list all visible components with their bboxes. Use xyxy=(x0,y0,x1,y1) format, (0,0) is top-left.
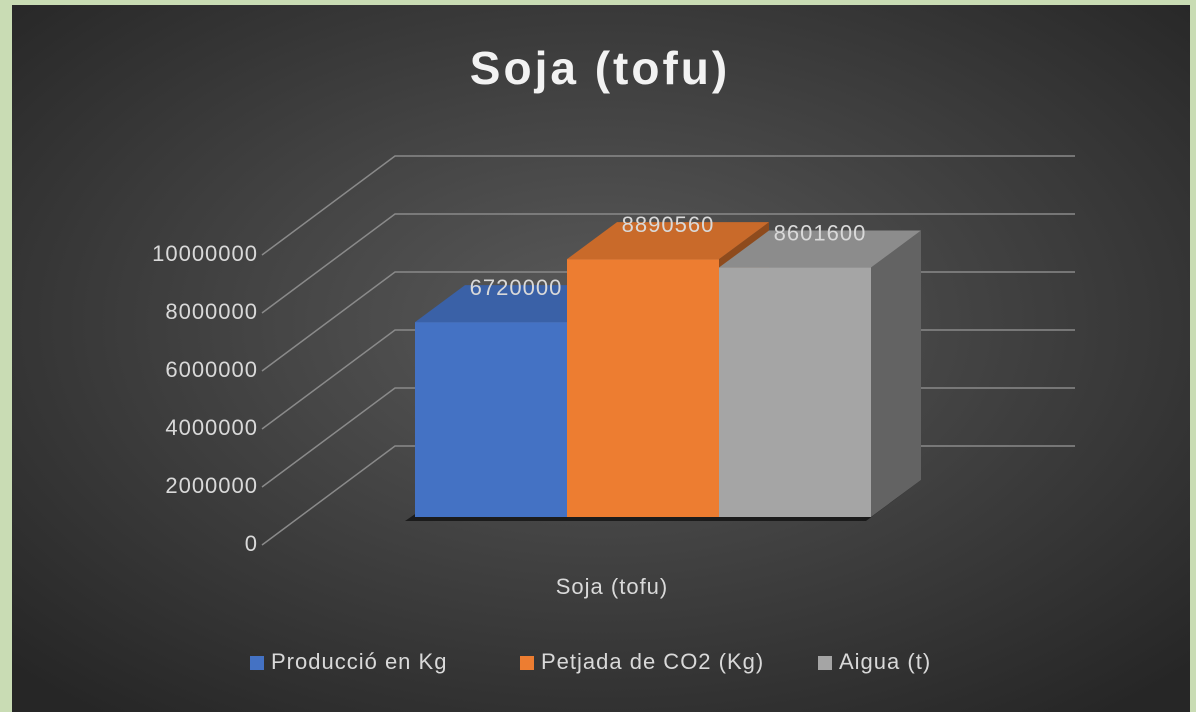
y-tick-label: 2000000 xyxy=(165,473,258,498)
bar xyxy=(567,259,719,517)
data-label: 8890560 xyxy=(622,212,715,237)
bar-top xyxy=(567,222,769,260)
x-tick-label: Soja (tofu) xyxy=(556,574,669,599)
bar xyxy=(719,267,871,517)
y-tick-label: 0 xyxy=(245,531,258,556)
y-tick-label: 8000000 xyxy=(165,299,258,324)
chart-title: Soja (tofu) xyxy=(470,42,730,94)
y-tick-label: 10000000 xyxy=(152,241,258,266)
legend-swatch xyxy=(520,656,534,670)
bar xyxy=(415,322,567,517)
y-tick-label: 6000000 xyxy=(165,357,258,382)
grid-line xyxy=(261,155,1075,256)
y-tick-label: 4000000 xyxy=(165,415,258,440)
legend-label: Producció en Kg xyxy=(271,649,447,674)
legend-label: Aigua (t) xyxy=(839,649,931,674)
bar-top xyxy=(415,285,617,323)
data-label: 6720000 xyxy=(470,275,563,300)
data-label: 8601600 xyxy=(774,220,867,245)
legend-swatch xyxy=(250,656,264,670)
bar-top xyxy=(719,230,921,268)
legend-label: Petjada de CO2 (Kg) xyxy=(541,649,764,674)
legend-swatch xyxy=(818,656,832,670)
bar-side xyxy=(871,230,921,518)
grid-line xyxy=(261,213,1075,314)
